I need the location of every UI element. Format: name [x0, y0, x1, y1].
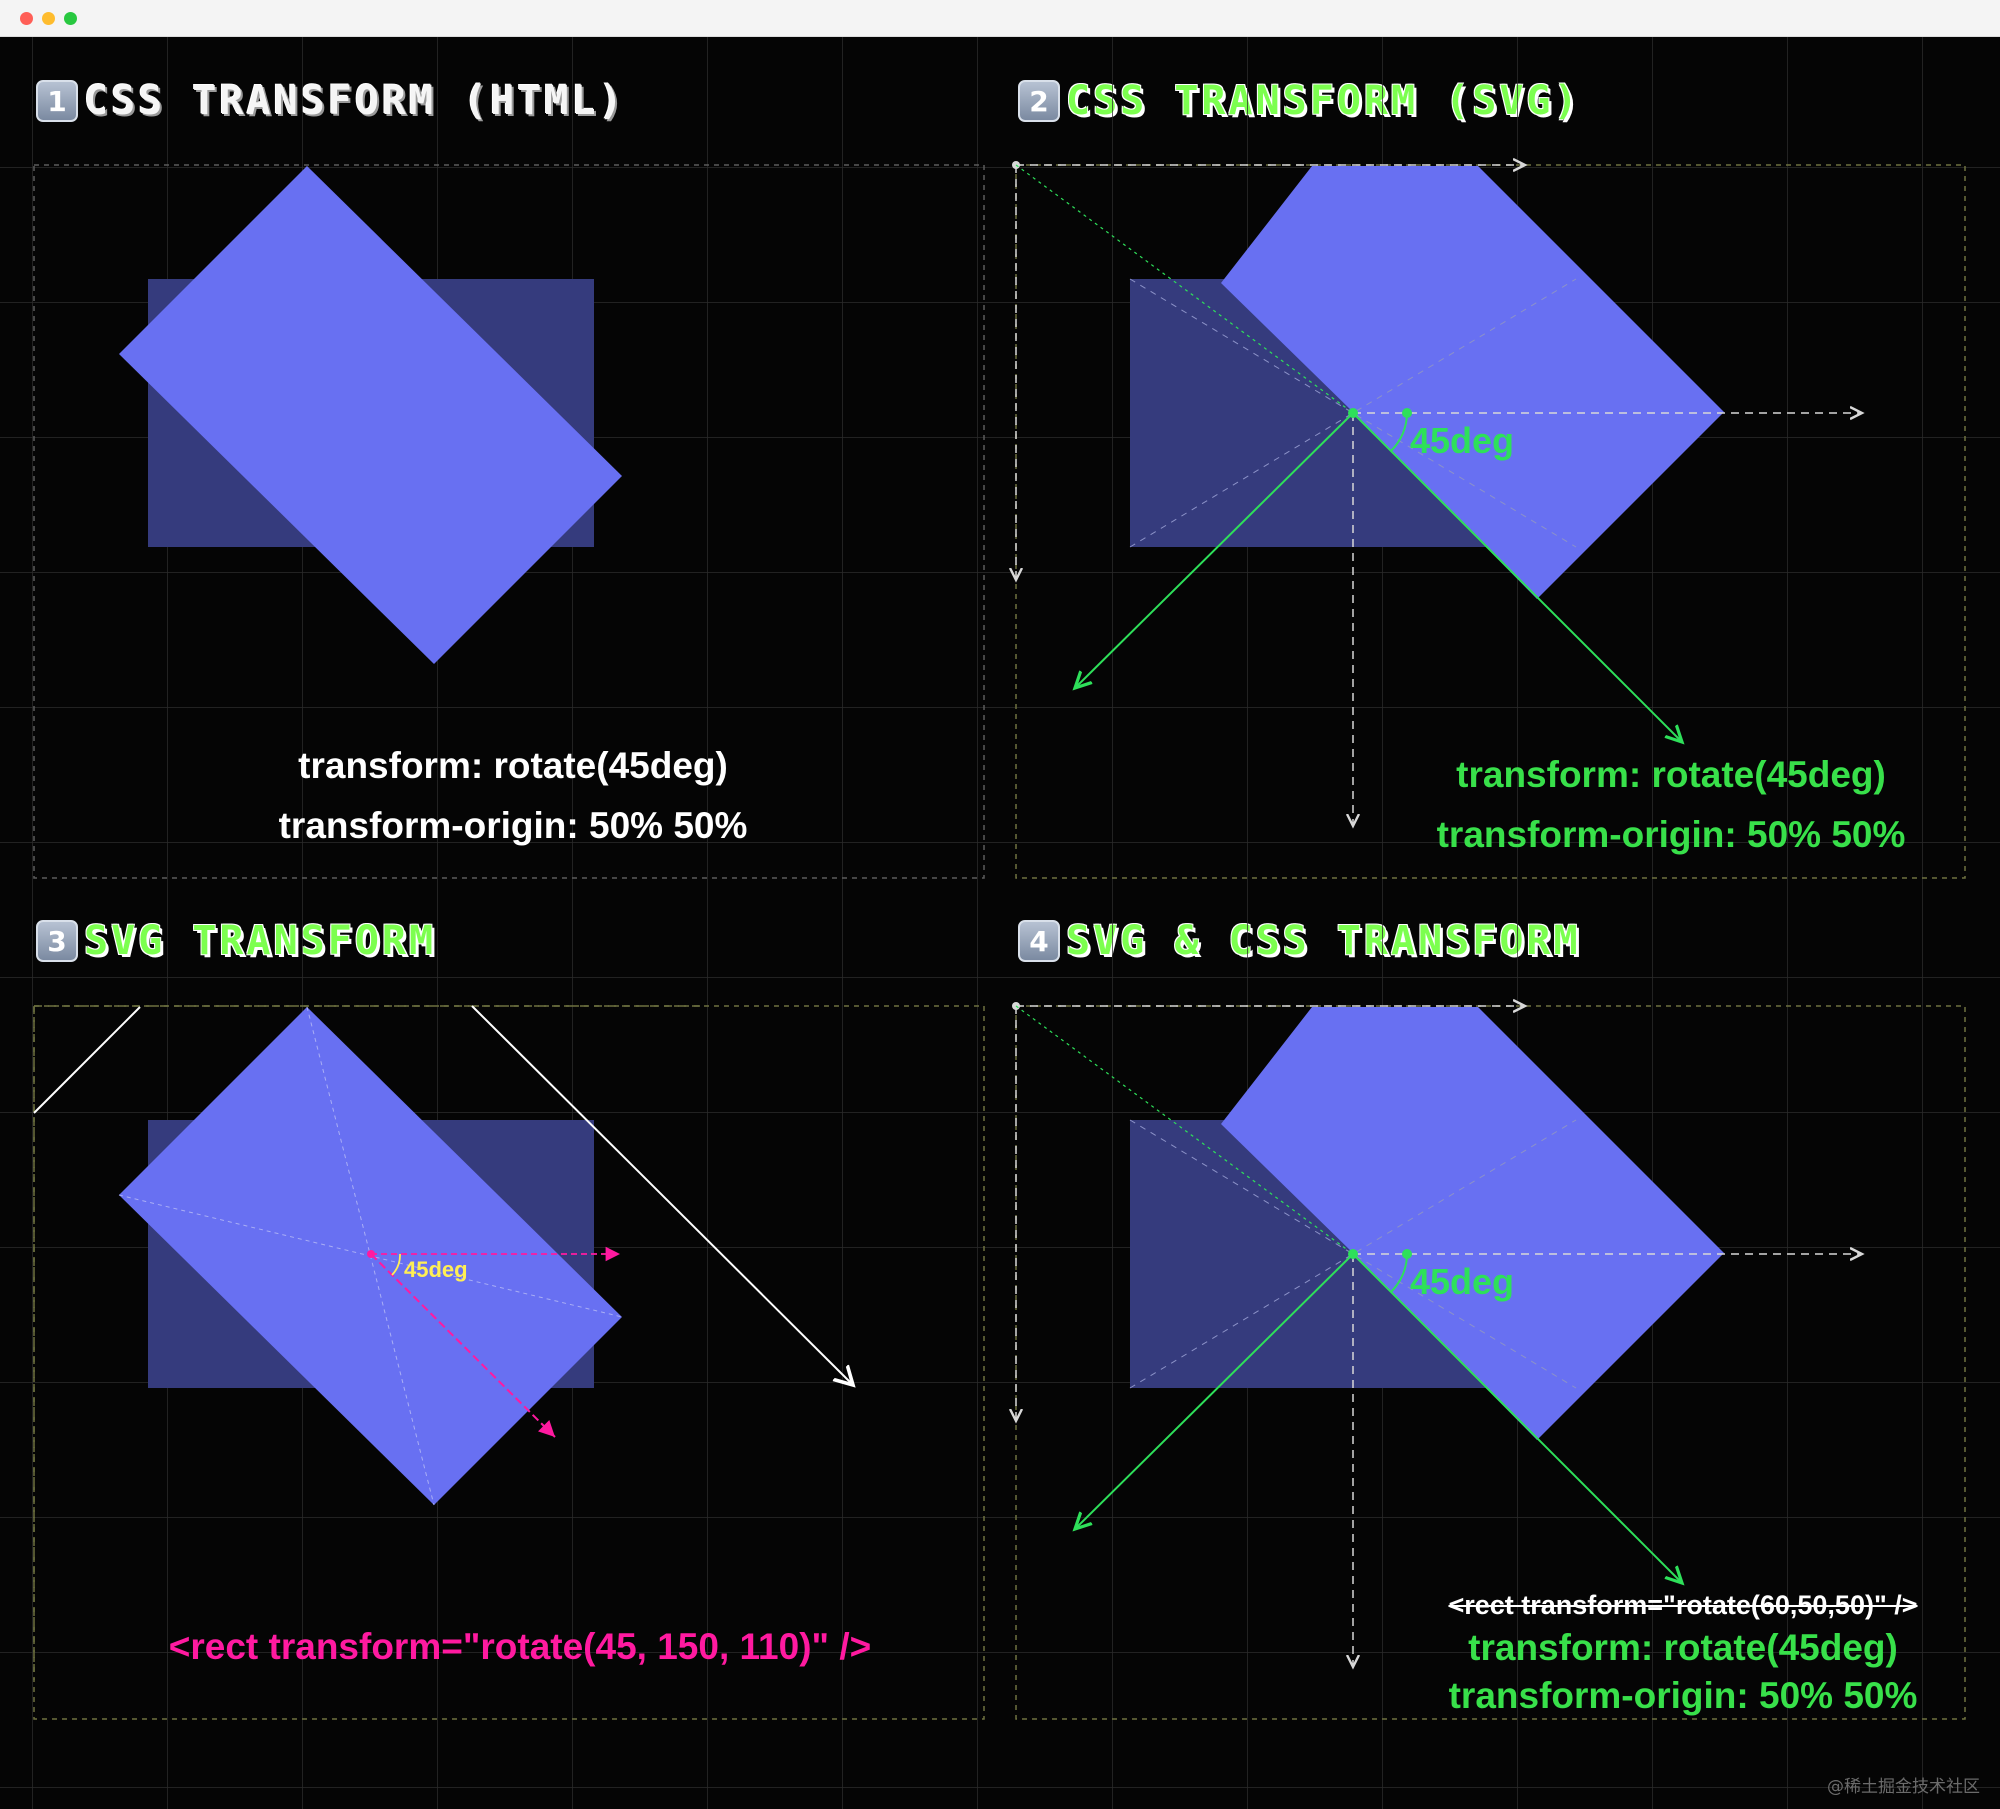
- panel-4-diagram: 45deg: [1012, 1002, 1966, 1720]
- panel-1-frame: [33, 164, 985, 879]
- title-bar: [0, 0, 2000, 37]
- panel-2-diagonal-b: [1129, 278, 1577, 548]
- panel-4-frame: [1015, 1005, 1966, 1720]
- panel-1-code-line-2: transform-origin: 50% 50%: [278, 805, 748, 846]
- panel-2-diagonal-a: [1129, 278, 1577, 548]
- panel-3-diagram: 45deg: [33, 1005, 985, 1720]
- panel-4-rotated-y-arrow: [1075, 1253, 1354, 1529]
- panel-1-code-line-1: transform: rotate(45deg): [298, 745, 728, 786]
- panel-3-white-line-left: [33, 1006, 141, 1114]
- panel-3-pivot-dot: [367, 1250, 375, 1258]
- zoom-window-button[interactable]: [64, 12, 77, 25]
- panel-4-code-line-1: transform: rotate(45deg): [1468, 1627, 1898, 1668]
- panel-1-rotated-rect: [119, 166, 622, 664]
- panel-2-angle-label: 45deg: [1410, 420, 1514, 461]
- panel-4-code-struck: <rect transform="rotate(60,50,50)" />: [1448, 1590, 1918, 1620]
- panel-2-frame: [1015, 164, 1966, 879]
- panel-4-pivot-dot: [1348, 1249, 1358, 1259]
- panel-4-rotated-x-arrow: [1352, 1253, 1682, 1583]
- minimize-window-button[interactable]: [42, 12, 55, 25]
- panel-4-angle-label: 45deg: [1410, 1261, 1514, 1302]
- panel-2-code-line-1: transform: rotate(45deg): [1456, 754, 1886, 795]
- panel-3-frame: [33, 1005, 985, 1720]
- panel-3-pink-rotated-arrow: [370, 1253, 556, 1438]
- panel-3-white-arrow: [471, 1005, 853, 1385]
- panel-2-rotated-x-arrow: [1352, 412, 1682, 742]
- panel-2-rotated-y-arrow: [1075, 412, 1354, 688]
- panel-3-angle-arc: [391, 1253, 401, 1276]
- panel-2-code-line-2: transform-origin: 50% 50%: [1436, 814, 1906, 855]
- panel-2-diagram: 45deg: [1012, 161, 1966, 879]
- panel-3-angle-label: 45deg: [404, 1257, 468, 1282]
- close-window-button[interactable]: [20, 12, 33, 25]
- panel-3-code-line: <rect transform="rotate(45, 150, 110)" /…: [168, 1626, 872, 1667]
- panel-4-diagonal-b: [1129, 1119, 1577, 1389]
- panel-4-diagonal-a: [1129, 1119, 1577, 1389]
- panel-2-rotated-rect: [1221, 166, 1724, 599]
- panel-4-code-line-2: transform-origin: 50% 50%: [1448, 1675, 1918, 1716]
- panel-2-pivot-dot: [1348, 408, 1358, 418]
- panel-2-arc-dot: [1402, 408, 1412, 418]
- panel-4-arc-dot: [1402, 1249, 1412, 1259]
- panel-4-rotated-rect: [1221, 1007, 1724, 1440]
- watermark: @稀土掘金技术社区: [1827, 1777, 1980, 1797]
- panel-1-diagram: [33, 164, 985, 879]
